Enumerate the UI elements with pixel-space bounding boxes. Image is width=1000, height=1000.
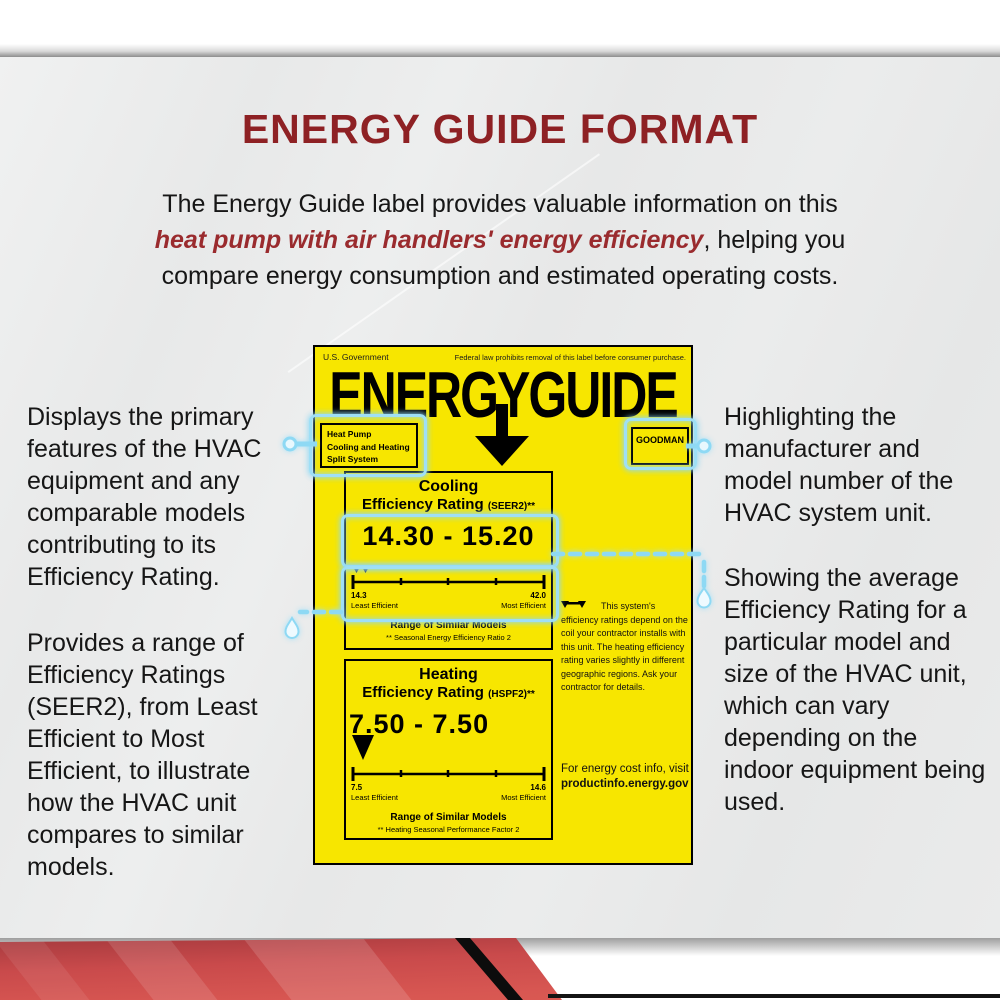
- heating-scale: 7.5 Least Efficient 14.6 Most Efficient: [349, 764, 548, 804]
- heating-rating-label: Efficiency Rating (HSPF2)**: [346, 684, 551, 703]
- cooling-min-value: 14.3: [351, 591, 367, 600]
- cooling-most-label: Most Efficient: [501, 600, 546, 610]
- coil-note: This system's efficiency ratings depend …: [561, 600, 689, 695]
- cooling-section: Cooling Efficiency Rating (SEER2)** 14.3…: [344, 471, 553, 650]
- heating-scale-axis: [351, 767, 546, 781]
- cooling-scale-min: 14.3 Least Efficient: [351, 591, 398, 610]
- heating-most-label: Most Efficient: [501, 792, 546, 802]
- page-title: ENERGY GUIDE FORMAT: [241, 106, 759, 152]
- annotation-left-top: Displays the primary features of the HVA…: [27, 403, 262, 591]
- cost-info: For energy cost info, visit productinfo.…: [561, 762, 693, 792]
- intro-line-2: heat pump with air handlers' energy effi…: [110, 222, 890, 258]
- heating-similar-models: Range of Similar Models: [390, 812, 507, 823]
- cooling-rating-label: Efficiency Rating (SEER2)**: [346, 496, 551, 515]
- heating-footnote: ** Heating Seasonal Performance Factor 2: [377, 825, 520, 834]
- cooling-rating-code: (SEER2)**: [487, 501, 536, 512]
- coil-note-text: This system's efficiency ratings depend …: [561, 601, 688, 692]
- heating-least-label: Least Efficient: [351, 792, 398, 802]
- feature-line-2: Cooling and Heating: [327, 441, 410, 452]
- heating-rating-text: Efficiency Rating: [362, 684, 484, 701]
- energy-guide-label: U.S. Government Federal law prohibits re…: [313, 345, 693, 865]
- heating-rating-code: (HSPF2)**: [488, 689, 535, 700]
- banner-stripe: [238, 938, 418, 1000]
- banner-stripe: [0, 938, 96, 1000]
- highlight-manufacturer-box: [624, 418, 697, 470]
- intro-line-3: compare energy consumption and estimated…: [161, 262, 839, 290]
- cooling-scale-max: 42.0 Most Efficient: [501, 591, 546, 610]
- annotation-right-top: Highlighting the manufacturer and model …: [724, 403, 954, 527]
- feature-line-1: Heat Pump: [327, 429, 372, 439]
- feature-line-3: Split System: [327, 454, 379, 464]
- logo-down-arrow-icon: [475, 404, 529, 466]
- annotation-left-bottom: Provides a range of Efficiency Ratings (…: [27, 629, 258, 881]
- cooling-title: Cooling: [418, 478, 479, 495]
- intro-emphasis: heat pump with air handlers' energy effi…: [154, 226, 704, 254]
- banner-stripe: [100, 938, 224, 1000]
- annotation-right-bottom: Showing the average Efficiency Rating fo…: [724, 564, 986, 816]
- bottom-banner: [0, 938, 1000, 1000]
- heating-scale-min: 7.5 Least Efficient: [351, 783, 398, 802]
- cooling-rating-text: Efficiency Rating: [361, 496, 484, 513]
- heating-rating-range: 7.50 - 7.50: [349, 709, 490, 739]
- heating-title: Heating: [419, 666, 478, 683]
- highlight-cooling-range-box: [341, 514, 559, 568]
- bottom-black-line: [548, 994, 1000, 998]
- features-box: Heat Pump Cooling and Heating Split Syst…: [320, 423, 418, 468]
- heating-min-value: 7.5: [351, 783, 363, 792]
- top-white-band: [0, 0, 1000, 46]
- cooling-scale-axis: [351, 575, 546, 589]
- cooling-footnote: ** Seasonal Energy Efficiency Ratio 2: [386, 633, 511, 642]
- cooling-similar-models: Range of Similar Models: [390, 620, 507, 631]
- cost-info-url: productinfo.energy.gov: [561, 778, 689, 790]
- cooling-scale: 14.3 Least Efficient 42.0 Most Efficient: [349, 572, 548, 612]
- cost-info-line-1: For energy cost info, visit: [561, 763, 689, 775]
- heating-section: Heating Efficiency Rating (HSPF2)** 7.50…: [344, 659, 553, 840]
- heating-position-marker-icon: [352, 735, 374, 760]
- heating-max-value: 14.6: [530, 783, 546, 792]
- cooling-rating-range: 14.30 - 15.20: [362, 521, 535, 551]
- coil-legend-icon: [561, 601, 586, 608]
- federal-notice-text: Federal law prohibits removal of this la…: [454, 353, 686, 362]
- cooling-least-label: Least Efficient: [351, 600, 398, 610]
- cooling-max-value: 42.0: [530, 591, 546, 600]
- intro-line-2-rest: , helping you: [703, 226, 846, 254]
- intro-line-1: The Energy Guide label provides valuable…: [162, 190, 838, 218]
- heating-scale-max: 14.6 Most Efficient: [501, 783, 546, 802]
- us-government-text: U.S. Government: [323, 352, 389, 362]
- highlight-features-box: [309, 414, 427, 477]
- intro-paragraph: The Energy Guide label provides valuable…: [110, 186, 890, 294]
- highlight-cooling-scale-box: [341, 566, 559, 622]
- top-shadow-edge: [0, 44, 1000, 57]
